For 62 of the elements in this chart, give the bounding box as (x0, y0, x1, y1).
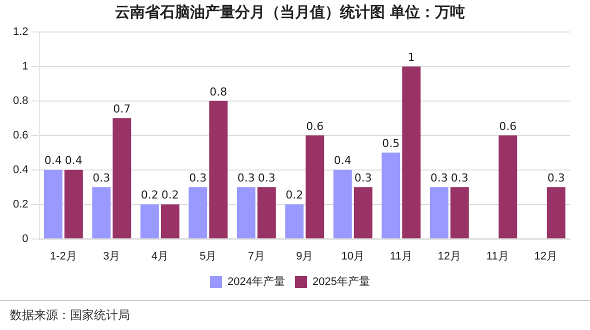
data-label: 0.6 (306, 120, 324, 133)
data-label: 0.4 (64, 154, 82, 168)
bar (209, 100, 228, 238)
bar (498, 135, 518, 238)
bar (92, 187, 111, 238)
bar (236, 187, 256, 238)
bar (450, 187, 469, 238)
data-label: 0.8 (210, 85, 228, 98)
y-tick-label: 0.2 (12, 198, 28, 210)
bar (546, 187, 566, 238)
data-label: 0.3 (450, 171, 468, 184)
x-tick-label: 11月 (390, 250, 412, 262)
y-tick-label: 0.4 (12, 164, 28, 176)
y-tick-label: 1.2 (12, 26, 28, 38)
chart-title: 云南省石脑油产量分月（当月值）统计图 单位：万吨 (114, 2, 466, 21)
bar (188, 187, 208, 238)
legend-label: 2025年产量 (312, 275, 370, 288)
data-label: 0.2 (161, 188, 179, 202)
x-tick-label: 4月 (151, 250, 168, 262)
bar (354, 187, 372, 238)
bar (64, 170, 83, 238)
y-tick-label: 0.6 (12, 129, 28, 142)
data-label: 0.3 (354, 171, 372, 184)
bar (112, 118, 132, 238)
data-label: 0.4 (44, 154, 62, 168)
data-label: 0.3 (430, 171, 448, 184)
legend-label: 2024年产量 (228, 275, 286, 288)
bar (140, 204, 159, 238)
x-tick-label: 12月 (534, 250, 558, 262)
x-tick-label: 7月 (248, 250, 265, 262)
x-tick-label: 5月 (200, 250, 217, 262)
data-label: 0.3 (547, 171, 565, 184)
source-note: 数据来源：国家统计局 (10, 308, 130, 322)
bar (333, 170, 352, 238)
data-label: 0.5 (382, 136, 400, 150)
x-tick-label: 12月 (438, 250, 462, 262)
y-tick-label: 1 (22, 60, 28, 72)
data-label: 0.4 (334, 154, 352, 168)
data-label: 0.3 (189, 171, 207, 184)
data-label: 0.3 (92, 171, 110, 184)
data-label: 1 (408, 50, 415, 64)
bar (257, 187, 276, 238)
y-tick-label: 0.8 (12, 94, 28, 107)
x-tick-label: 9月 (296, 250, 314, 262)
data-label: 0.6 (499, 120, 517, 133)
bar (44, 170, 62, 238)
bar (285, 204, 304, 238)
data-label: 0.7 (113, 102, 131, 116)
x-tick-label: 11月 (486, 250, 509, 262)
bar (306, 135, 324, 238)
y-tick-label: 0 (22, 232, 28, 245)
bar (160, 204, 180, 238)
x-tick-label: 10月 (341, 250, 365, 262)
bar (402, 66, 421, 238)
data-label: 0.2 (140, 188, 158, 202)
x-tick-label: 3月 (103, 250, 120, 262)
data-label: 0.3 (237, 171, 255, 184)
x-tick-label: 1-2月 (50, 250, 77, 262)
bar (382, 152, 400, 238)
bar (430, 187, 448, 238)
data-label: 0.3 (258, 171, 276, 184)
data-label: 0.2 (286, 188, 304, 202)
